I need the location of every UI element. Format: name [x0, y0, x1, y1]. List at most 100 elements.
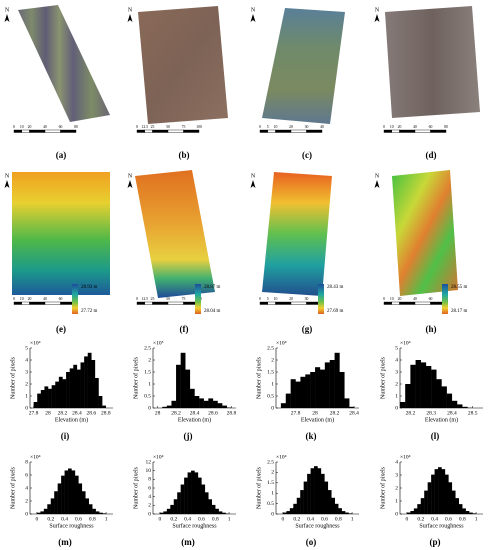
- histogram-bar: [84, 356, 88, 408]
- x-axis-label: Elevation (m): [55, 416, 88, 423]
- histogram-bar: [218, 511, 223, 514]
- scale-segment: [144, 301, 153, 305]
- image: [262, 8, 345, 124]
- histogram-bar: [413, 508, 418, 514]
- y-tick-label: 0.5: [144, 393, 151, 399]
- north-arrow: [127, 180, 133, 188]
- colorbar-max: 28.93 m: [81, 285, 98, 290]
- scale-label: 60: [59, 297, 63, 301]
- histogram-bar: [310, 468, 315, 514]
- y-tick-label: 2.5: [267, 459, 274, 465]
- scale-label: 0: [383, 297, 385, 301]
- x-tick-label: 27.8: [29, 410, 39, 416]
- colorbar: [318, 284, 324, 314]
- north-label: N: [251, 7, 256, 13]
- x-tick-label: 0.2: [417, 516, 424, 522]
- scale-segment: [167, 129, 184, 133]
- x-tick-label: 28: [312, 410, 318, 416]
- panel-label: (f): [180, 324, 189, 334]
- histogram-bar: [176, 364, 181, 408]
- histogram-bar: [91, 360, 96, 408]
- histogram-bar: [88, 504, 93, 514]
- histogram-bar: [197, 477, 202, 514]
- x-tick-label: 28.8: [101, 410, 111, 416]
- x-axis-label: Elevation (m): [301, 416, 334, 423]
- scale-segment: [259, 129, 268, 133]
- histogram-bar: [37, 393, 42, 408]
- north-label: N: [128, 173, 133, 179]
- x-tick-label: 28: [45, 410, 51, 416]
- scale-segment: [13, 301, 22, 305]
- histogram-bar: [317, 468, 322, 514]
- histogram-bar: [187, 472, 192, 514]
- panel-label: (k): [306, 431, 317, 441]
- histogram-bar: [282, 512, 287, 514]
- x-tick-label: 0.4: [184, 516, 191, 522]
- x-tick-label: 28: [155, 410, 161, 416]
- y-tick-label: 0: [148, 405, 151, 411]
- histogram-bar: [102, 513, 107, 514]
- histogram-bar: [334, 352, 340, 408]
- x-tick-label: 0.6: [198, 516, 205, 522]
- histogram-bar: [462, 406, 468, 408]
- y-axis-label: Number of pixels: [132, 466, 139, 509]
- y-tick-label: 3: [395, 369, 398, 375]
- x-tick-label: 28.4: [349, 410, 359, 416]
- x-tick-label: 28.4: [190, 410, 200, 416]
- x-tick-label: 28.8: [227, 410, 237, 416]
- histogram-bar: [349, 406, 355, 408]
- histogram-bar: [293, 503, 297, 514]
- scale-label: 20: [398, 297, 402, 301]
- histogram-bar: [194, 396, 200, 408]
- x-axis-label: Surface roughness: [419, 522, 464, 529]
- scale-label: 10: [274, 125, 278, 129]
- y-tick-label: 3: [25, 369, 28, 375]
- x-axis-label: Elevation (m): [178, 416, 211, 423]
- histogram-bar: [436, 379, 442, 408]
- x-tick-label: 0.4: [431, 516, 438, 522]
- histogram-bar: [166, 405, 172, 408]
- histogram-bar: [208, 398, 214, 408]
- x-tick-label: 0.2: [170, 516, 177, 522]
- scale-label: 20: [289, 297, 293, 301]
- scale-segment: [44, 129, 61, 133]
- scale-label: 80: [444, 125, 448, 129]
- histogram-bar: [74, 475, 79, 514]
- histogram-bar: [171, 400, 177, 408]
- histogram-bar: [71, 470, 76, 514]
- histogram-bar: [40, 390, 45, 408]
- scale-segment: [44, 301, 61, 305]
- histogram-bar: [215, 508, 219, 514]
- histogram-bar: [162, 406, 168, 408]
- y-tick-label: 0: [25, 405, 28, 411]
- x-tick-label: 0: [282, 516, 285, 522]
- histogram-bar: [48, 388, 52, 408]
- image: [385, 6, 480, 118]
- north-label: N: [128, 7, 133, 13]
- scale-label: 20: [28, 297, 32, 301]
- histogram-bar: [314, 466, 318, 514]
- histogram-bar: [324, 362, 330, 408]
- histogram-bar: [410, 511, 415, 514]
- scale-label: 40: [43, 297, 47, 301]
- histogram-bar: [472, 513, 477, 514]
- scale-label: 10: [390, 125, 394, 129]
- y-tick-label: 1.5: [267, 480, 274, 486]
- y-tick-label: 3: [395, 472, 398, 478]
- x-tick-label: 0.2: [47, 516, 54, 522]
- scale-label: 60: [429, 297, 433, 301]
- x-tick-label: 0: [36, 516, 39, 522]
- histogram-bar: [431, 369, 437, 408]
- scale-segment: [383, 301, 392, 305]
- y-tick-label: 0.5: [267, 393, 274, 399]
- x-tick-label: 0.8: [335, 516, 342, 522]
- image: [18, 5, 110, 122]
- colorbar: [195, 284, 201, 314]
- x-tick-label: 0: [406, 516, 409, 522]
- scale-segment: [167, 301, 184, 305]
- scale-label: 60: [59, 125, 63, 129]
- scale-label: 50: [166, 125, 170, 129]
- y-tick-label: 0.5: [267, 501, 274, 507]
- y-axis-label: Number of pixels: [379, 356, 386, 399]
- histogram-bar: [66, 372, 70, 408]
